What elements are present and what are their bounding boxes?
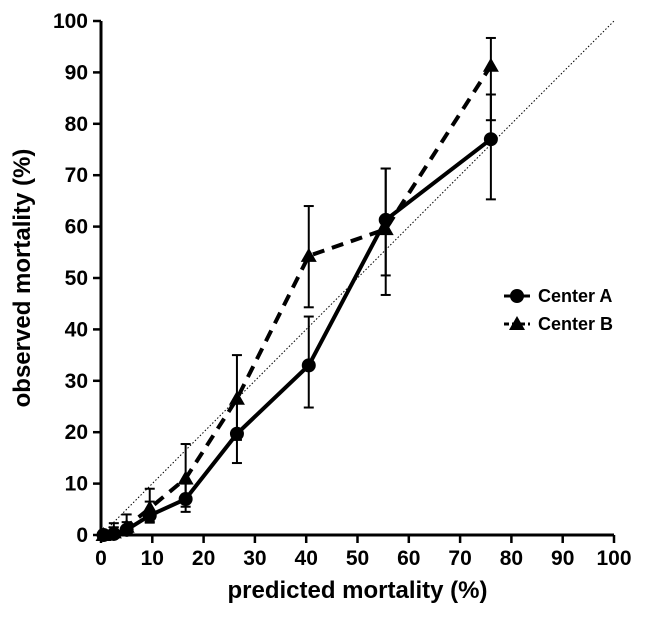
- legend-label: Center B: [538, 314, 613, 334]
- x-tick-label: 90: [551, 547, 574, 570]
- y-tick-label: 10: [65, 473, 88, 496]
- x-tick-label: 60: [397, 547, 420, 570]
- series-center-a: [96, 93, 498, 542]
- legend-item-center-b: Center B: [504, 314, 613, 334]
- y-tick-label: 70: [65, 164, 88, 187]
- y-tick-label: 20: [65, 421, 88, 444]
- data-point: [378, 212, 393, 227]
- y-tick-label: 60: [65, 216, 88, 239]
- x-tick-label: 10: [141, 547, 164, 570]
- y-tick-label: 50: [65, 267, 88, 290]
- y-tick-label: 0: [76, 524, 88, 547]
- legend-label: Center A: [538, 286, 612, 306]
- x-tick-label: 50: [346, 547, 369, 570]
- y-axis-title: observed mortality (%): [9, 149, 36, 408]
- y-ticks: 0 10 20 30 40 50 60 70 80 90 100: [53, 10, 101, 547]
- x-ticks: 0 10 20 30 40 50 60 70 80 90 100: [95, 535, 632, 570]
- series-line-center-a: [103, 137, 493, 537]
- data-point: [483, 132, 498, 147]
- markers-center-a: [96, 132, 498, 542]
- y-tick-label: 90: [65, 61, 88, 84]
- data-point: [142, 508, 157, 523]
- y-tick-label: 40: [65, 318, 88, 341]
- error-bars-center-b: [98, 36, 496, 536]
- x-tick-label: 20: [192, 547, 215, 570]
- data-point: [178, 492, 193, 507]
- x-tick-label: 30: [243, 547, 266, 570]
- data-point: [301, 358, 316, 373]
- y-tick-label: 30: [65, 370, 88, 393]
- legend-marker: [510, 289, 524, 303]
- series-layer: [95, 36, 499, 542]
- data-point: [300, 247, 317, 262]
- markers-center-b: [95, 57, 499, 541]
- series-line-center-b: [103, 64, 493, 537]
- legend: Center A Center B: [504, 286, 613, 334]
- series-center-b: [95, 36, 499, 541]
- data-point: [177, 470, 194, 485]
- identity-reference-line: [100, 20, 615, 536]
- data-point: [229, 426, 244, 441]
- legend-marker: [509, 316, 525, 330]
- x-tick-label: 0: [95, 547, 107, 570]
- y-tick-label: 100: [53, 10, 88, 33]
- x-axis-title: predicted mortality (%): [227, 577, 487, 604]
- x-tick-label: 100: [596, 547, 631, 570]
- x-tick-label: 80: [500, 547, 523, 570]
- error-bars-center-a: [98, 93, 496, 536]
- x-tick-label: 40: [295, 547, 318, 570]
- x-tick-label: 70: [448, 547, 471, 570]
- reference-line-layer: [100, 20, 615, 536]
- legend-item-center-a: Center A: [504, 286, 612, 306]
- y-tick-label: 80: [65, 113, 88, 136]
- data-point: [482, 57, 499, 72]
- axes-layer: 0 10 20 30 40 50 60 70 80 90 100 0 10 20 30 40 50 60 70 80…: [53, 10, 632, 570]
- data-point: [119, 522, 134, 537]
